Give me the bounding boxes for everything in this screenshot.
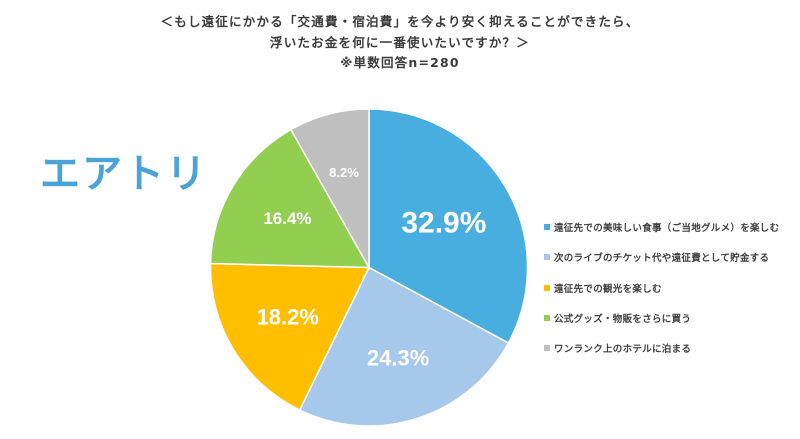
legend-swatch bbox=[544, 345, 550, 352]
legend-item-gourmet: 遠征先での美味しい食事（ご当地グルメ）を楽しむ bbox=[544, 212, 779, 242]
slice-value-label: 24.3% bbox=[367, 346, 429, 371]
slice-gourmet bbox=[368, 108, 529, 345]
legend-item-goods: 公式グッズ・物販をさらに買う bbox=[544, 303, 779, 333]
slice-hotel bbox=[289, 108, 370, 271]
legend-swatch bbox=[544, 224, 550, 231]
slice-goods bbox=[209, 128, 371, 269]
chart-title-line2: 浮いたお金を何に一番使いたいですか？＞ bbox=[270, 35, 530, 50]
sample-note: ※単数回答n=280 bbox=[340, 55, 460, 70]
legend-swatch bbox=[544, 254, 550, 261]
slice-savings bbox=[298, 266, 510, 427]
legend-item-sightseeing: 遠征先での観光を楽しむ bbox=[544, 273, 779, 303]
legend-swatch bbox=[544, 284, 550, 291]
legend: 遠征先での美味しい食事（ご当地グルメ）を楽しむ 次のライブのチケット代や遠征費と… bbox=[544, 212, 779, 363]
slice-value-label: 16.4% bbox=[263, 209, 311, 228]
legend-item-savings: 次のライブのチケット代や遠征費として貯金する bbox=[544, 242, 779, 272]
slice-value-label: 32.9% bbox=[401, 206, 486, 239]
pie-slices bbox=[209, 108, 529, 427]
slice-value-label: 8.2% bbox=[329, 165, 359, 180]
legend-swatch bbox=[544, 315, 550, 322]
legend-item-hotel: ワンランク上のホテルに泊まる bbox=[544, 333, 779, 363]
airtrip-logo: エアトリ bbox=[40, 151, 208, 197]
chart-title-line1: ＜もし遠征にかかる「交通費・宿泊費」を今より安く抑えることができたら、 bbox=[160, 14, 640, 29]
slice-sightseeing bbox=[209, 262, 371, 412]
slice-value-label: 18.2% bbox=[257, 304, 319, 329]
pie-labels: 32.9% 24.3% 18.2% 16.4% 8.2% bbox=[257, 165, 487, 371]
